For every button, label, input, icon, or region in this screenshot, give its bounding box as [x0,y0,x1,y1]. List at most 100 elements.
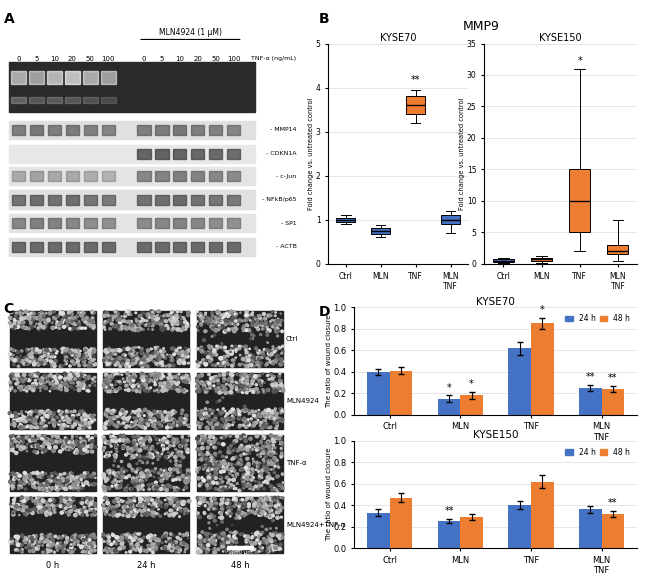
Circle shape [34,427,36,429]
Circle shape [233,497,235,499]
Circle shape [169,502,172,505]
Circle shape [196,326,198,328]
Circle shape [20,437,23,440]
Circle shape [209,540,212,543]
Circle shape [245,477,248,478]
Circle shape [239,321,240,322]
Circle shape [143,510,144,511]
Circle shape [278,466,280,468]
Circle shape [232,532,234,534]
Circle shape [257,550,259,552]
Circle shape [261,452,263,454]
Circle shape [269,508,272,511]
Circle shape [201,459,203,461]
Circle shape [198,485,201,487]
Circle shape [188,473,190,475]
Circle shape [47,541,51,545]
Circle shape [263,462,266,465]
Circle shape [107,389,109,390]
Circle shape [30,361,32,363]
Circle shape [62,423,66,426]
Circle shape [274,382,278,385]
Circle shape [221,465,224,468]
Circle shape [131,456,133,458]
Circle shape [177,425,179,427]
Circle shape [253,502,255,504]
Circle shape [60,388,62,391]
Circle shape [73,513,77,517]
Circle shape [69,550,72,553]
Circle shape [249,437,252,440]
Circle shape [51,487,53,489]
Circle shape [229,373,233,376]
Circle shape [116,361,119,364]
Circle shape [51,376,54,379]
Circle shape [276,499,277,501]
Circle shape [125,327,128,330]
Circle shape [18,359,21,361]
Circle shape [75,484,79,487]
Circle shape [44,355,46,357]
Circle shape [81,510,82,512]
Circle shape [122,445,125,448]
Circle shape [125,536,129,539]
Circle shape [32,320,34,321]
Circle shape [152,463,153,464]
Circle shape [44,414,46,415]
Circle shape [262,452,265,454]
Circle shape [166,419,168,420]
Circle shape [103,541,105,542]
Circle shape [71,499,75,502]
Circle shape [40,534,44,536]
Circle shape [213,497,216,501]
Circle shape [161,374,163,376]
Circle shape [242,419,246,422]
Circle shape [211,461,213,462]
Circle shape [147,365,149,367]
Circle shape [53,505,55,507]
Circle shape [57,383,58,385]
Circle shape [152,548,153,549]
Circle shape [107,378,110,380]
Circle shape [58,440,62,443]
Circle shape [81,410,84,412]
Circle shape [181,376,185,379]
Circle shape [228,447,231,450]
Circle shape [154,548,157,550]
Circle shape [183,489,185,491]
Circle shape [262,326,266,329]
Circle shape [242,506,244,509]
Circle shape [124,326,126,328]
Circle shape [274,548,278,550]
Circle shape [251,358,254,361]
Circle shape [179,329,183,332]
Circle shape [86,417,88,419]
Circle shape [126,501,129,504]
Circle shape [34,348,38,351]
Circle shape [172,388,173,389]
Circle shape [198,330,199,332]
Circle shape [29,478,32,481]
Circle shape [248,503,250,505]
Circle shape [47,549,51,552]
Circle shape [196,496,200,500]
Circle shape [140,385,144,387]
Circle shape [151,311,153,313]
Circle shape [131,535,133,536]
Circle shape [93,510,94,511]
Circle shape [278,379,281,382]
Circle shape [216,461,219,463]
Circle shape [186,390,188,392]
Circle shape [19,418,23,421]
Circle shape [257,447,259,449]
Circle shape [217,488,220,491]
Circle shape [161,416,164,418]
Circle shape [130,327,133,329]
Circle shape [173,353,176,356]
Circle shape [46,443,47,444]
Circle shape [120,435,122,438]
Circle shape [144,420,148,423]
Circle shape [231,416,235,419]
Circle shape [73,489,74,490]
Circle shape [265,392,266,393]
